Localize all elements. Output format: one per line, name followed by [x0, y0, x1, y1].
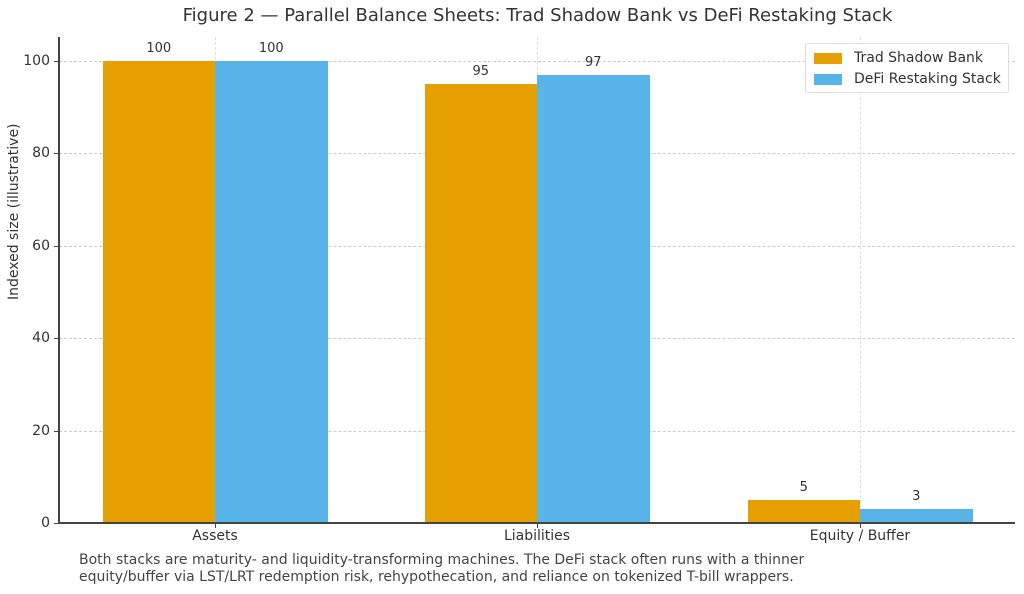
legend-item-defi: DeFi Restaking Stack	[814, 69, 1001, 89]
bar-equity-buffer-defi	[860, 509, 973, 523]
y-tick-label: 100	[23, 53, 50, 69]
gridline-v	[860, 37, 861, 523]
x-tick	[537, 523, 538, 528]
figure-caption: Both stacks are maturity- and liquidity-…	[79, 552, 979, 586]
legend-swatch-defi	[814, 73, 842, 85]
x-tick	[215, 523, 216, 528]
x-tick-label: Liabilities	[503, 528, 571, 544]
bar-value-label: 97	[584, 54, 602, 70]
chart-title: Figure 2 — Parallel Balance Sheets: Trad…	[182, 5, 893, 26]
y-tick-label: 40	[32, 330, 50, 347]
x-tick	[860, 523, 861, 528]
y-tick-label: 0	[41, 515, 50, 531]
caption-line-2: equity/buffer via LST/LRT redemption ris…	[79, 569, 794, 585]
bar-equity-buffer-trad	[747, 499, 860, 523]
bar-value-label: 100	[146, 41, 172, 56]
legend-item-trad: Trad Shadow Bank	[814, 48, 983, 68]
y-axis	[58, 37, 60, 524]
y-tick	[54, 245, 59, 247]
bar-value-label: 5	[799, 479, 808, 495]
x-tick-label: Assets	[192, 528, 238, 544]
x-axis	[58, 522, 1015, 524]
y-tick	[54, 153, 59, 155]
caption-line-1: Both stacks are maturity- and liquidity-…	[79, 552, 805, 568]
bar-assets-trad	[102, 61, 215, 523]
bar-value-label: 95	[472, 64, 490, 80]
y-axis-label: Indexed size (illustrative)	[6, 123, 22, 300]
x-tick-label: Equity / Buffer	[809, 528, 911, 544]
legend-swatch-trad	[814, 52, 842, 64]
y-tick	[54, 523, 59, 524]
y-tick-label: 20	[32, 422, 50, 439]
bar-value-label: 3	[912, 489, 921, 505]
bar-assets-defi	[215, 61, 328, 523]
y-tick	[54, 338, 59, 340]
bar-value-label: 100	[258, 41, 284, 56]
legend-label-defi: DeFi Restaking Stack	[854, 71, 1001, 87]
bar-liabilities-defi	[537, 74, 650, 523]
legend-label-trad: Trad Shadow Bank	[854, 50, 984, 66]
y-tick	[54, 430, 59, 432]
y-tick-label: 80	[32, 145, 50, 162]
legend: Trad Shadow Bank DeFi Restaking Stack	[805, 43, 1009, 93]
y-tick-label: 60	[32, 237, 50, 254]
bar-liabilities-trad	[424, 84, 537, 523]
plot-area: 0 20 40 60 80 100 100 100 Assets 95 97 Liabilities 5…	[23, 37, 1015, 544]
y-tick	[54, 61, 59, 62]
